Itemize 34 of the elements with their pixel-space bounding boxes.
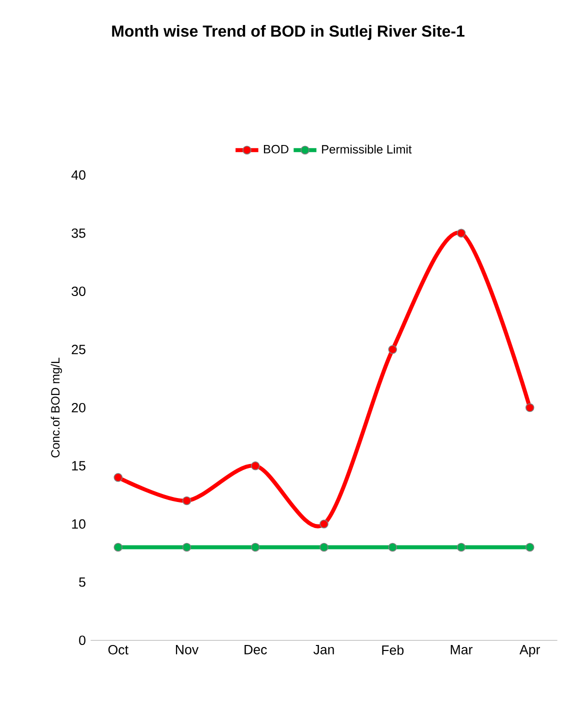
legend-label: BOD [264, 144, 288, 154]
x-tick-label: Jan [313, 645, 334, 654]
point [320, 542, 328, 552]
point [456, 542, 466, 552]
point [320, 520, 328, 528]
chart-title: Month wise Trend of BOD in Sutlej River Site-1 [112, 25, 464, 40]
y-tick-label: 40 [71, 170, 86, 180]
point [456, 228, 466, 238]
x-tick-label: Feb [382, 645, 404, 655]
point [388, 345, 398, 354]
point [250, 461, 260, 470]
point [114, 542, 123, 552]
x-tick-label: Apr [520, 645, 540, 657]
y-tick-label: 20 [72, 402, 86, 412]
point [525, 403, 534, 412]
y-tick-label: 25 [72, 344, 86, 354]
point [182, 496, 192, 506]
y-tick-label: 30 [72, 286, 86, 296]
x-tick-label: Oct [108, 645, 128, 654]
y-tick-label: 5 [79, 578, 86, 587]
legend-label: Permissible Limit [322, 144, 412, 154]
point [182, 542, 192, 552]
point [525, 542, 534, 552]
x-tick-label: Nov [176, 645, 199, 654]
x-tick-label: Mar [450, 645, 473, 654]
x-tick-label: Dec [244, 645, 267, 654]
point [114, 473, 123, 482]
y-tick-label: 35 [72, 228, 86, 238]
y-tick-label: 10 [72, 519, 86, 529]
y-tick-label: 15 [72, 461, 86, 470]
y-axis-title: Conc.of BOD mg/L [50, 358, 62, 458]
point [250, 542, 260, 552]
y-tick-label: 0 [79, 636, 86, 646]
point [388, 542, 398, 552]
